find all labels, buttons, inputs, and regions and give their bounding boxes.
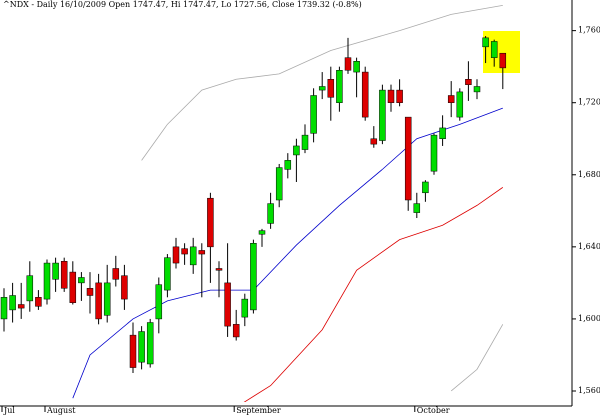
candle-body bbox=[430, 134, 438, 172]
candle-body bbox=[0, 297, 8, 320]
candle-body bbox=[275, 167, 283, 201]
candle-body bbox=[439, 127, 446, 139]
candle-body bbox=[95, 282, 102, 320]
candle-body bbox=[267, 203, 274, 224]
candle-body bbox=[447, 95, 455, 103]
candle-body bbox=[336, 70, 343, 103]
candle-body bbox=[413, 203, 421, 213]
candle-body bbox=[129, 334, 137, 368]
candle-body bbox=[146, 322, 154, 365]
x-tick-label: September bbox=[236, 406, 281, 415]
candle-body bbox=[35, 297, 42, 307]
candle-body bbox=[465, 79, 472, 85]
candle-body bbox=[172, 246, 180, 264]
candle-body bbox=[404, 116, 412, 201]
candle-body bbox=[60, 261, 68, 289]
plot-area bbox=[0, 5, 507, 402]
candle-body bbox=[353, 61, 360, 73]
y-tick-label: 1,680.00 bbox=[578, 170, 600, 179]
candle-body bbox=[78, 277, 85, 284]
indicator-line bbox=[450, 324, 504, 392]
candle-body bbox=[301, 134, 309, 150]
candle-body bbox=[207, 197, 214, 248]
candle-body bbox=[181, 248, 188, 255]
candle-body bbox=[284, 160, 292, 170]
y-tick-label: 1,720.00 bbox=[578, 98, 600, 107]
x-tick-label: August bbox=[46, 406, 76, 415]
candle-body bbox=[379, 89, 386, 141]
candle-body bbox=[318, 86, 326, 91]
candle-body bbox=[112, 268, 120, 280]
candle-body bbox=[250, 242, 257, 311]
candle-body bbox=[293, 145, 300, 156]
candle-body bbox=[422, 181, 429, 194]
candle-body bbox=[370, 138, 378, 145]
candle-body bbox=[473, 86, 481, 93]
candle-body bbox=[86, 288, 94, 296]
candle-body bbox=[344, 57, 352, 71]
candle-body bbox=[232, 324, 240, 338]
candle-body bbox=[155, 284, 163, 320]
candle-body bbox=[396, 89, 403, 103]
indicator-line bbox=[141, 5, 503, 161]
candle-body bbox=[17, 304, 25, 309]
y-tick-label: 1,600.00 bbox=[578, 314, 600, 323]
chart-title: ^NDX - Daily 16/10/2009 Open 1747.47, Hi… bbox=[3, 0, 362, 9]
candle-body bbox=[198, 250, 206, 255]
candle-body bbox=[310, 95, 317, 134]
candle-body bbox=[103, 282, 111, 316]
indicator-line bbox=[72, 107, 503, 399]
candle-body bbox=[499, 52, 507, 69]
candle-body bbox=[26, 275, 34, 302]
candle-body bbox=[69, 271, 77, 303]
candle-body bbox=[387, 89, 395, 103]
candle-body bbox=[43, 262, 51, 300]
candle-body bbox=[258, 230, 266, 235]
candle-body bbox=[361, 71, 369, 118]
indicator-line bbox=[243, 187, 504, 402]
candle-body bbox=[189, 246, 197, 266]
candle-body bbox=[224, 282, 231, 327]
candle-body bbox=[52, 262, 59, 280]
x-tick-label: Jul bbox=[3, 406, 15, 415]
candle-body bbox=[482, 37, 489, 48]
candle-body bbox=[327, 79, 335, 98]
candle-body bbox=[456, 91, 464, 118]
candle-body bbox=[121, 275, 128, 300]
candle-body bbox=[490, 41, 498, 58]
y-tick-label: 1,640.00 bbox=[578, 242, 600, 251]
candle-body bbox=[164, 257, 171, 291]
y-tick-label: 1,560.00 bbox=[578, 386, 600, 395]
candle-body bbox=[215, 268, 223, 271]
candle-body bbox=[9, 295, 16, 311]
candle-body bbox=[138, 331, 145, 363]
x-tick-label: October bbox=[417, 406, 450, 415]
candle-body bbox=[241, 298, 249, 318]
y-tick-label: 1,760.00 bbox=[578, 26, 600, 35]
